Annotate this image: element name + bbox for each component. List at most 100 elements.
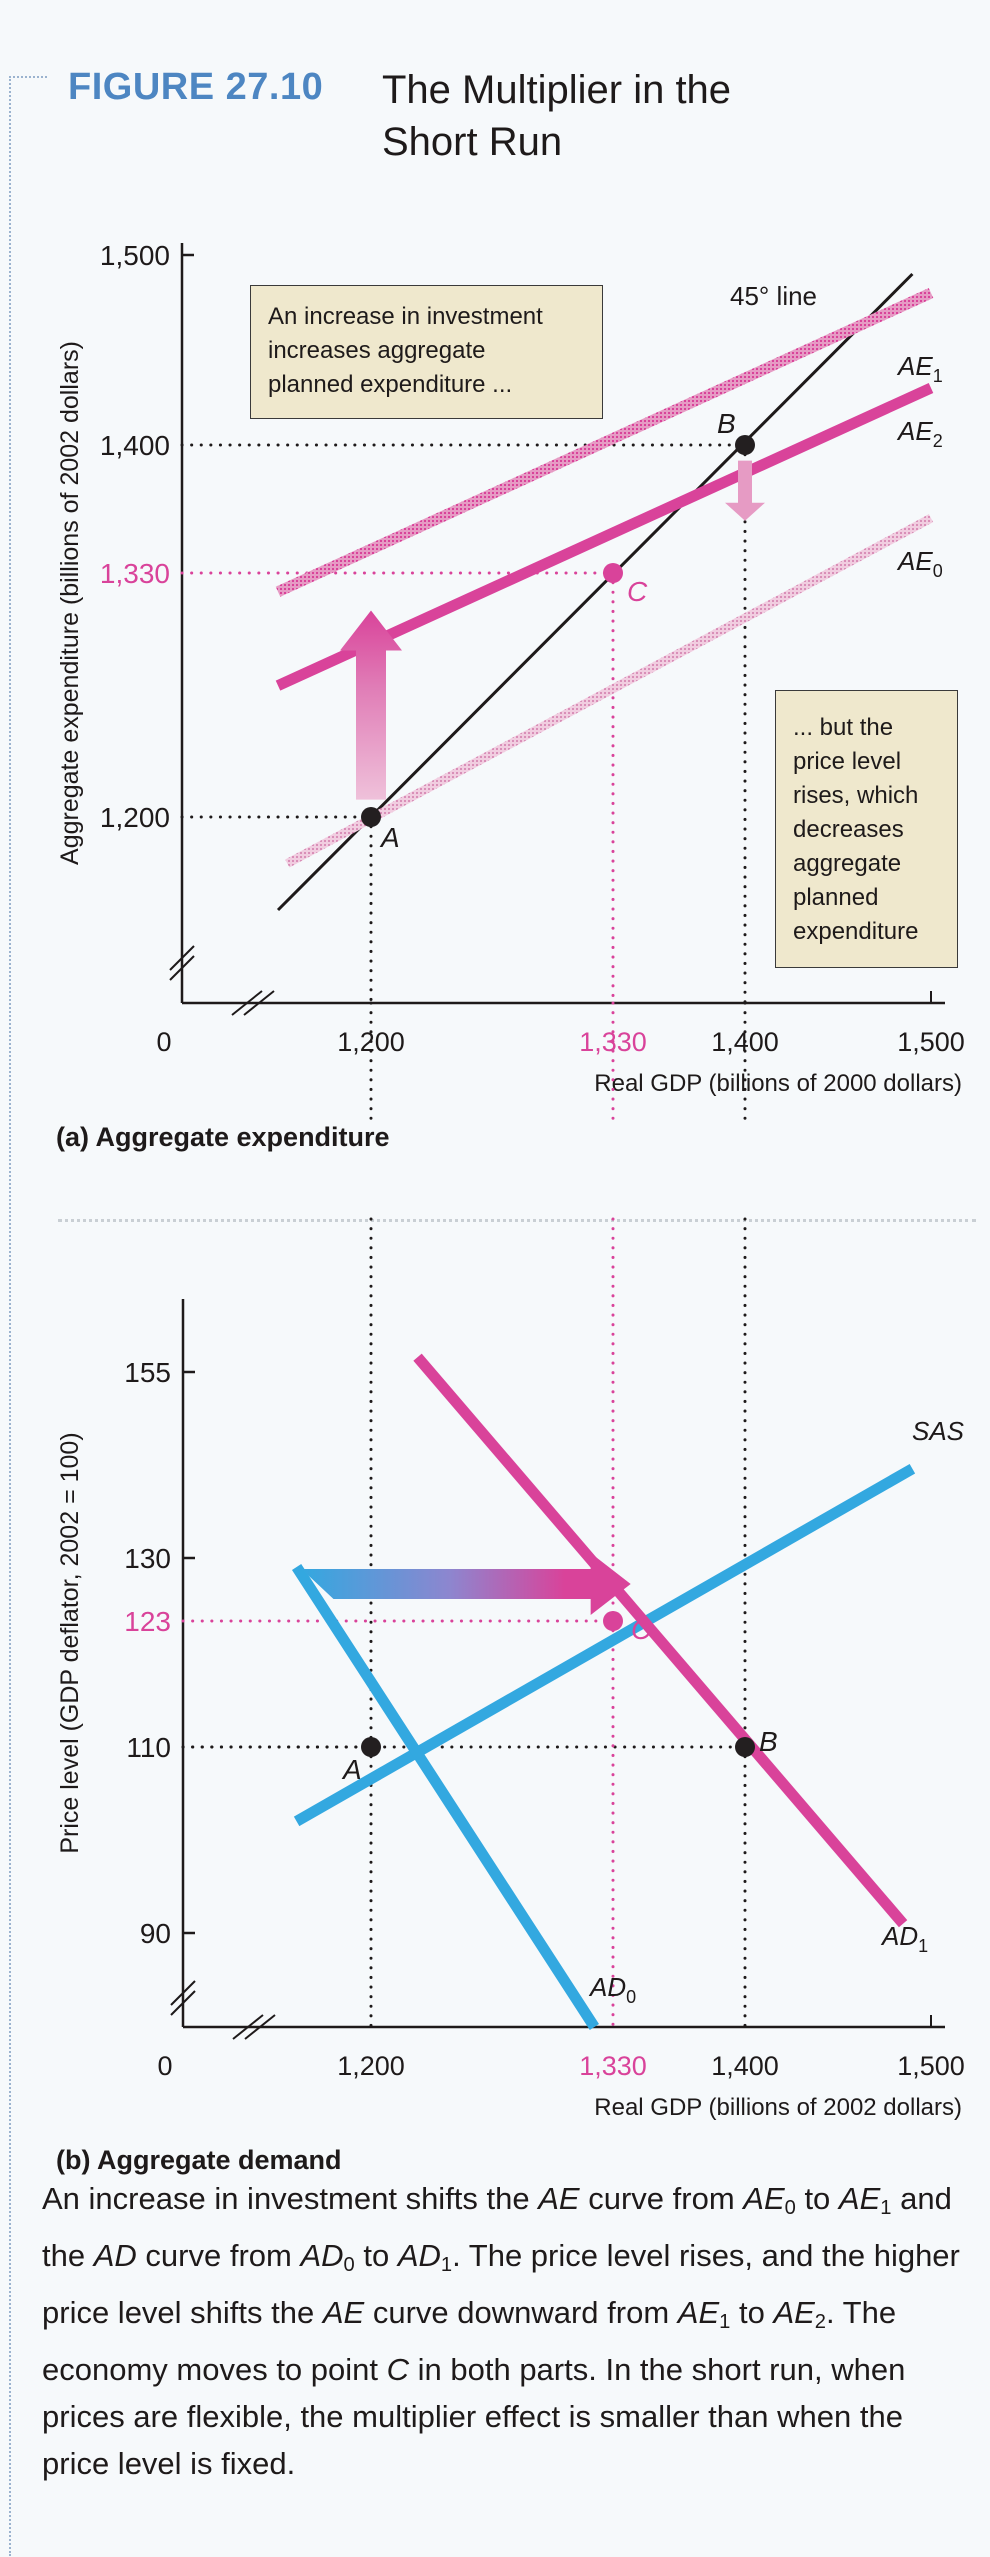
caption-symbol: AD <box>93 2238 137 2274</box>
y-tick-label: 130 <box>124 1543 171 1574</box>
caption-segment: to <box>730 2295 774 2331</box>
frame-border <box>9 76 12 2556</box>
y-axis-break-mark <box>169 945 195 971</box>
caption-segment: . The economy moves to point <box>42 2295 897 2388</box>
upward-shift-arrow <box>340 610 402 800</box>
caption-symbol: AE2 <box>773 2295 826 2334</box>
figure-title-line-1: The Multiplier in the <box>382 68 732 112</box>
point-label-c: C <box>627 576 648 607</box>
annotation-investment-increase: An increase in investment increases aggr… <box>250 285 603 419</box>
y-axis-title: Aggregate expenditure (billions of 2002 … <box>56 341 84 865</box>
series-line-ad1 <box>413 1353 908 1928</box>
annotation-line: rises, which <box>793 782 919 809</box>
caption-symbol: AD0 <box>300 2238 355 2277</box>
series-label-sas: SAS <box>912 1416 965 1446</box>
frame-corner <box>9 76 47 78</box>
figure-caption: An increase in investment shifts the AE … <box>42 2175 962 2487</box>
caption-subscript: 0 <box>784 2197 796 2220</box>
caption-subscript: 1 <box>880 2197 892 2220</box>
caption-symbol: AE <box>322 2295 365 2331</box>
annotation-line: planned expenditure ... <box>268 371 513 398</box>
caption-symbol: C <box>386 2352 410 2388</box>
caption-segment: curve from <box>136 2238 301 2274</box>
x-axis-break-mark <box>231 990 263 1016</box>
panel-label-a: (a) Aggregate expenditure <box>56 1122 390 1152</box>
point-label-c: C <box>631 1614 652 1645</box>
caption-segment: . The price level rises, and the higher … <box>42 2238 960 2331</box>
point-b <box>735 1737 755 1757</box>
point-label-b: B <box>759 1726 778 1757</box>
y-axis-title: Price level (GDP deflator, 2002 = 100) <box>56 1432 84 1853</box>
y-tick-label: 1,330 <box>100 558 170 589</box>
series-label-ad0: AD0 <box>588 1972 636 2007</box>
annotation-line: aggregate <box>793 850 902 877</box>
series-label-subscript: 2 <box>933 431 943 451</box>
point-label-a: A <box>379 822 400 853</box>
point-c <box>603 1611 623 1631</box>
x-tick-label: 1,400 <box>711 2051 779 2081</box>
x-tick-label: 1,500 <box>897 1027 965 1057</box>
annotation-line: ... but the <box>793 714 894 741</box>
x-axis-break-mark <box>232 2014 264 2040</box>
series-label-text: AE <box>896 546 933 576</box>
annotation-line: expenditure <box>793 918 919 945</box>
series-label-45-line: 45° line <box>730 281 817 311</box>
annotation-line: price level <box>793 748 902 775</box>
figure-number: FIGURE 27.10 <box>68 66 324 108</box>
annotation-line: planned <box>793 884 879 911</box>
caption-segment: and the <box>42 2181 952 2274</box>
y-axis-break-mark <box>170 1990 196 2016</box>
panel-divider <box>58 1219 976 1222</box>
series-label-ae2: AE2 <box>896 416 943 451</box>
y-tick-label: 1,400 <box>100 430 170 461</box>
point-a <box>361 807 381 827</box>
series-label-text: 45° line <box>730 281 817 311</box>
series-label-ae1: AE1 <box>896 351 943 386</box>
x-axis-break-mark <box>244 2014 276 2040</box>
caption-symbol: AE1 <box>838 2181 892 2220</box>
y-tick-label: 110 <box>126 1732 171 1763</box>
y-axis-break-mark <box>169 955 195 981</box>
caption-segment: An increase in investment shifts the <box>42 2181 539 2216</box>
x-axis-break-mark <box>243 990 275 1016</box>
point-b <box>735 435 755 455</box>
y-tick-label: 1,200 <box>100 802 170 833</box>
point-label-a: A <box>341 1754 362 1785</box>
series-label-text: AD <box>880 1921 918 1951</box>
series-label-subscript: 0 <box>626 1987 636 2007</box>
caption-segment: curve down­ward from <box>364 2295 678 2331</box>
y-axis-break-mark <box>170 1980 196 2006</box>
series-label-subscript: 1 <box>933 366 943 386</box>
caption-subscript: 1 <box>440 2254 453 2277</box>
caption-subscript: 0 <box>343 2254 355 2277</box>
caption-symbol: AE <box>538 2181 580 2216</box>
x-tick-label: 1,330 <box>579 2051 647 2081</box>
x-tick-label: 1,500 <box>897 2051 965 2081</box>
origin-label: 0 <box>156 1027 171 1057</box>
series-label-subscript: 0 <box>933 561 943 581</box>
point-c <box>603 563 623 583</box>
caption-subscript: 2 <box>814 2311 826 2334</box>
series-label-ae0: AE0 <box>896 546 943 581</box>
figure-title-line-2: Short Run <box>382 120 563 164</box>
point-label-b: B <box>717 408 736 439</box>
annotation-line: An increase in investment <box>268 303 543 330</box>
annotation-price-level-rises: ... but the price level rises, which dec… <box>775 690 958 968</box>
caption-segment: to <box>354 2238 398 2274</box>
caption-segment: in both parts. In the short run, when pr… <box>42 2352 906 2482</box>
series-label-ad1: AD1 <box>880 1921 928 1956</box>
series-label-text: AE <box>896 351 933 381</box>
y-tick-label: 123 <box>124 1606 171 1637</box>
series-line-sas <box>293 1463 916 1827</box>
caption-symbol: AE0 <box>743 2181 796 2220</box>
series-line-ae0 <box>285 514 934 868</box>
annotation-line: increases aggregate <box>268 337 486 364</box>
x-tick-label: 1,200 <box>337 2051 405 2081</box>
origin-label: 0 <box>157 2051 172 2081</box>
rightward-shift-arrow <box>301 1553 631 1615</box>
y-tick-label: 1,500 <box>100 240 170 271</box>
downward-shift-arrow <box>725 460 765 521</box>
annotation-line: decreases <box>793 816 904 843</box>
caption-subscript: 1 <box>719 2311 731 2334</box>
